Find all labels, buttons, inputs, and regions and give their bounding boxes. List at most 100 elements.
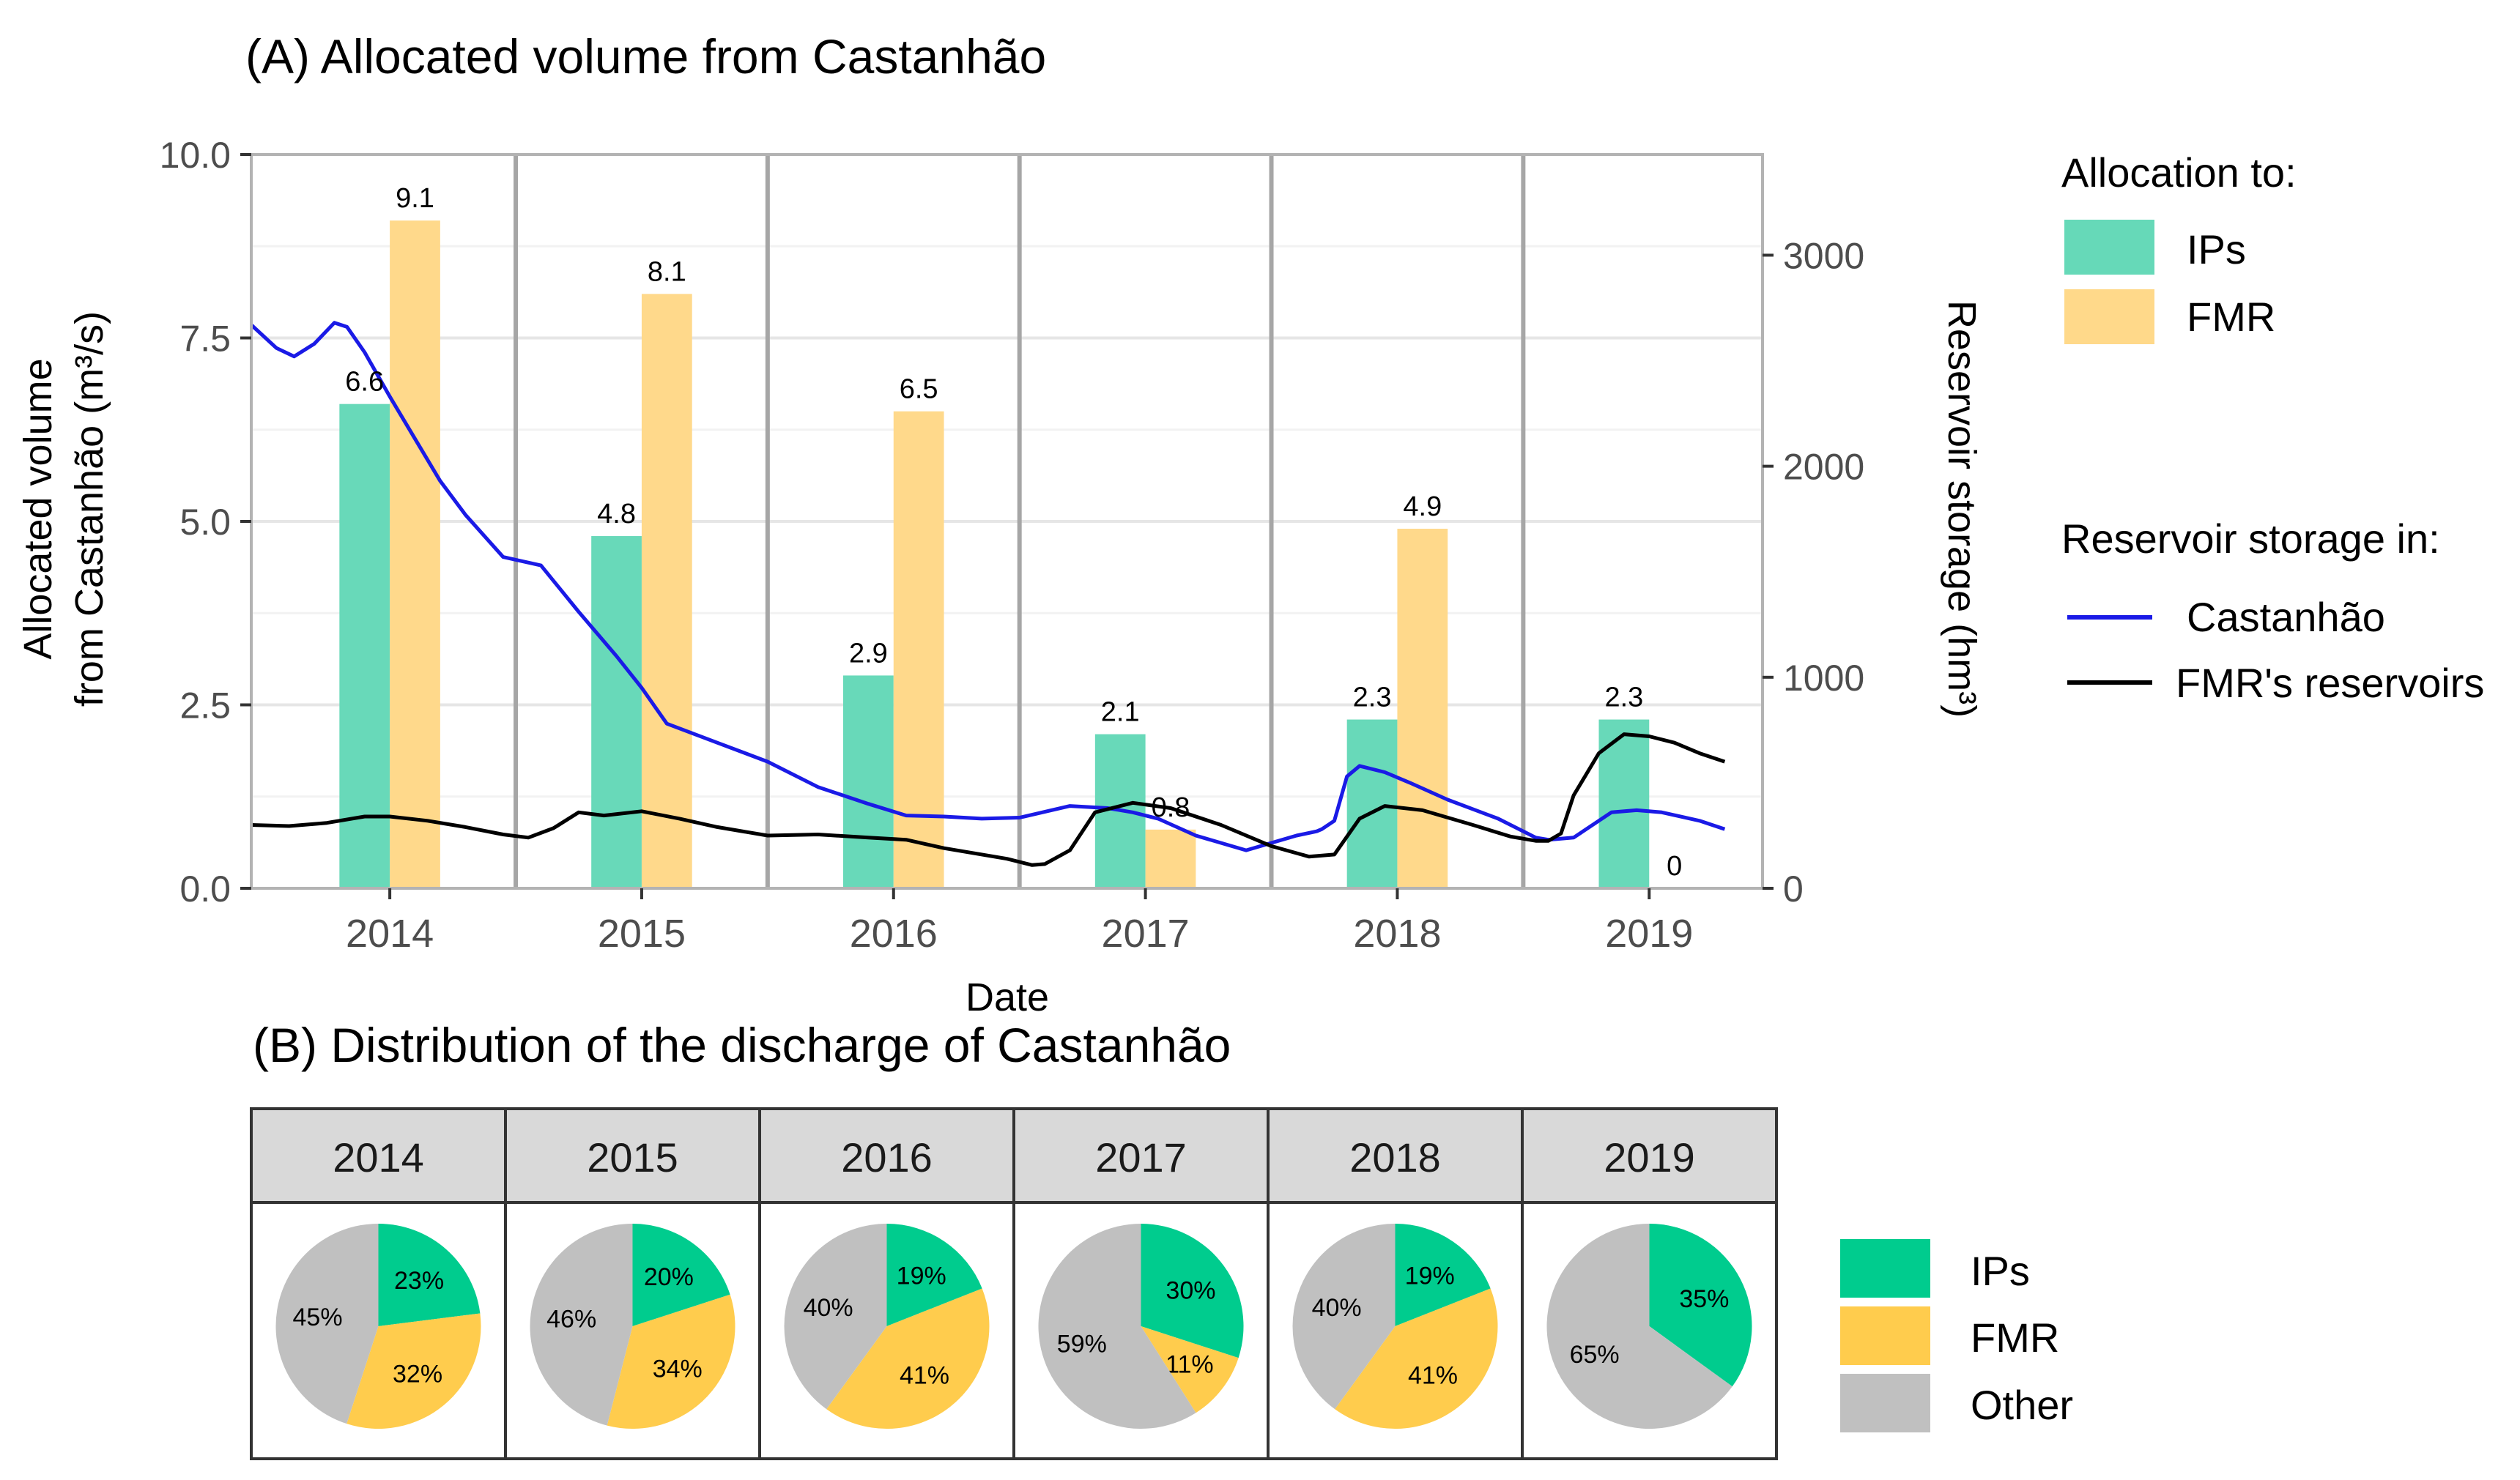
pie-label-ips-2015: 20% <box>644 1263 694 1291</box>
strip-label-2017: 2017 <box>1095 1134 1187 1180</box>
bar-label-fmr-2017: 0.8 <box>1152 792 1190 823</box>
legend-label-castanhao: Castanhão <box>2187 594 2385 640</box>
bar-fmr-2017 <box>1145 829 1196 888</box>
y-right-tick-label: 1000 <box>1783 658 1864 699</box>
x-tick-label-2017: 2017 <box>1102 912 1190 956</box>
pie-label-other-2019: 65% <box>1570 1341 1620 1369</box>
strip-label-2014: 2014 <box>333 1134 424 1180</box>
bar-label-ips-2015: 4.8 <box>597 499 636 529</box>
line-castanh-o <box>250 321 1726 852</box>
y-left-tick-label: 2.5 <box>179 685 231 726</box>
strip-label-2015: 2015 <box>587 1134 678 1180</box>
pie-slice-fmr-2014 <box>346 1313 481 1429</box>
bar-ips-2019 <box>1598 719 1650 888</box>
pie-panels: 2014 23% 32% 45% 2015 20% 34% 46% 2016 19% 41% 40% 2… <box>250 1107 1778 1460</box>
y-axis-label-right: Reservoir storage (hm³) <box>1940 300 1984 718</box>
strip-2018 <box>1267 1107 1524 1204</box>
y-left-tick-label: 5.0 <box>179 502 231 543</box>
bar-label-ips-2016: 2.9 <box>849 638 888 669</box>
pie-slice-ips-2014 <box>378 1223 481 1326</box>
legend-title-storage: Reservoir storage in: <box>2061 516 2440 562</box>
y-left-tick-label: 7.5 <box>179 319 231 360</box>
x-axis-label: Date <box>966 975 1049 1019</box>
pie-slice-fmr-2015 <box>607 1294 735 1429</box>
strip-2016 <box>758 1107 1015 1204</box>
legend-swatch-fmr <box>2064 289 2154 344</box>
y-left-tick-label: 10.0 <box>160 135 231 176</box>
legend-label-ips-pie: IPs <box>1971 1248 2030 1294</box>
legend-label-fmr: FMR <box>2187 294 2275 340</box>
pie-label-ips-2014: 23% <box>394 1267 444 1295</box>
pie-label-ips-2019: 35% <box>1679 1285 1729 1313</box>
pie-label-other-2018: 40% <box>1312 1294 1362 1322</box>
bar-label-ips-2018: 2.3 <box>1353 683 1392 713</box>
pie-slice-ips-2017 <box>1141 1224 1244 1358</box>
legend-title-allocation: Allocation to: <box>2061 149 2297 196</box>
y-right-tick-label: 2000 <box>1783 447 1864 488</box>
pie-label-fmr-2017: 11% <box>1166 1350 1214 1378</box>
pie-slice-other-2018 <box>1292 1224 1396 1410</box>
bar-label-fmr-2016: 6.5 <box>900 374 938 405</box>
pie-slice-fmr-2017 <box>1141 1326 1239 1413</box>
bar-label-fmr-2015: 8.1 <box>648 256 686 287</box>
panel-b-title: (B) Distribution of the discharge of Cas… <box>253 1018 1231 1072</box>
y-axis-label-left-line1: Allocated volume <box>16 358 60 659</box>
strip-label-2016: 2016 <box>841 1134 933 1180</box>
pie-slice-other-2014 <box>275 1224 379 1424</box>
pie-slice-other-2019 <box>1546 1224 1732 1429</box>
bar-fmr-2015 <box>641 294 692 888</box>
legend-label-fmr-pie: FMR <box>1971 1314 2059 1361</box>
x-tick-label-2018: 2018 <box>1353 912 1441 956</box>
pie-label-fmr-2016: 41% <box>900 1361 949 1389</box>
bar-fmr-2018 <box>1397 529 1448 888</box>
legend-swatch-other-pie <box>1840 1374 1930 1432</box>
legend-distribution: IPs FMR Other <box>1840 1239 2073 1432</box>
allocation-plot: 6.6 9.1 4.8 8.1 2.9 6.5 2.1 0.8 2.3 4.9 2.3 0 0.0 2.… <box>160 135 1865 956</box>
pie-slice-ips-2016 <box>886 1224 982 1326</box>
pie-slice-other-2017 <box>1038 1224 1196 1429</box>
pie-label-other-2014: 45% <box>293 1304 343 1331</box>
bar-fmr-2016 <box>893 411 944 888</box>
y-right-tick-label: 3000 <box>1783 235 1864 276</box>
legend-swatch-ips-pie <box>1840 1239 1930 1298</box>
y-right-tick-label: 0 <box>1783 869 1804 910</box>
bar-ips-2016 <box>843 675 894 888</box>
pie-label-fmr-2018: 41% <box>1408 1361 1458 1389</box>
bar-ips-2014 <box>339 404 390 888</box>
pie-slice-fmr-2016 <box>826 1288 990 1429</box>
x-tick-label-2016: 2016 <box>850 912 938 956</box>
bar-label-ips-2017: 2.1 <box>1101 697 1140 728</box>
bar-fmr-2014 <box>390 220 440 888</box>
y-axis-label-left-line2: from Castanhão (m³/s) <box>67 311 111 707</box>
pie-slice-ips-2015 <box>632 1224 730 1326</box>
strip-2019 <box>1521 1107 1778 1204</box>
bar-label-fmr-2014: 9.1 <box>396 183 434 214</box>
pie-slice-ips-2018 <box>1395 1224 1491 1326</box>
legend-allocation: Allocation to: IPs FMR Reservoir storage… <box>2061 149 2484 706</box>
panel-a-title: (A) Allocated volume from Castanhão <box>245 29 1046 83</box>
legend-label-ips: IPs <box>2187 226 2246 272</box>
legend-label-other-pie: Other <box>1971 1382 2073 1428</box>
y-left-tick-label: 0.0 <box>179 869 231 910</box>
pie-label-ips-2018: 19% <box>1405 1263 1455 1290</box>
x-tick-label-2015: 2015 <box>598 912 686 956</box>
bar-ips-2018 <box>1346 719 1398 888</box>
bar-label-fmr-2018: 4.9 <box>1403 491 1442 522</box>
strip-label-2019: 2019 <box>1604 1134 1695 1180</box>
pie-slice-other-2015 <box>530 1224 633 1426</box>
pie-slice-other-2016 <box>784 1224 887 1410</box>
x-tick-label-2014: 2014 <box>346 912 434 956</box>
bar-label-ips-2014: 6.6 <box>345 367 384 398</box>
bar-label-ips-2019: 2.3 <box>1604 683 1643 713</box>
pie-label-other-2016: 40% <box>804 1294 853 1322</box>
line-fmr-s-reservoirs <box>251 732 1726 867</box>
strip-label-2018: 2018 <box>1349 1134 1441 1180</box>
x-tick-label-2019: 2019 <box>1605 912 1693 956</box>
bar-ips-2015 <box>591 536 642 888</box>
pie-label-ips-2017: 30% <box>1166 1277 1215 1305</box>
pie-label-fmr-2014: 32% <box>393 1361 442 1388</box>
pie-slice-fmr-2018 <box>1335 1288 1498 1429</box>
legend-swatch-ips <box>2064 220 2154 275</box>
pie-label-fmr-2015: 34% <box>653 1356 703 1383</box>
